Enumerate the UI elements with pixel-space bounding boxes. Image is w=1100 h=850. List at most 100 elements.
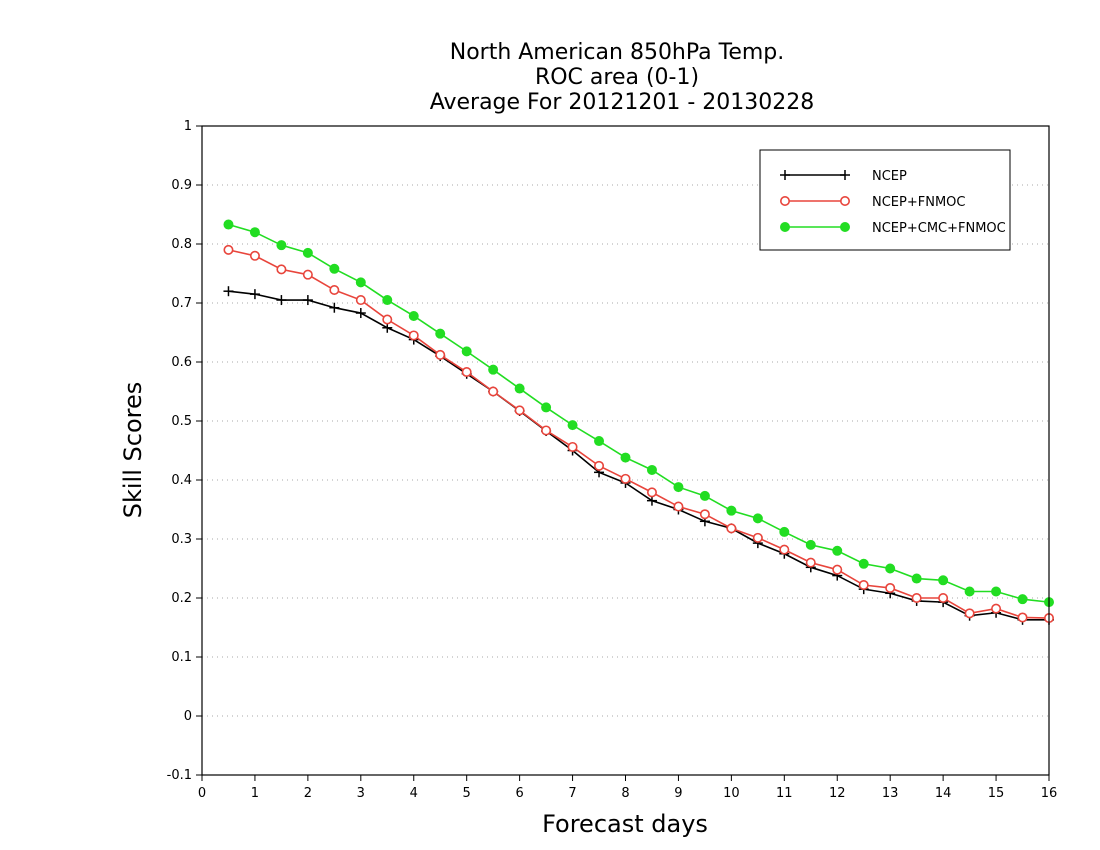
data-point-ncep-cmc-fnmoc xyxy=(964,586,975,597)
legend-box xyxy=(759,149,1011,251)
data-point-ncep-fnmoc xyxy=(699,509,710,520)
data-point-ncep-fnmoc xyxy=(541,425,552,436)
data-point-ncep-cmc-fnmoc xyxy=(223,219,234,230)
legend: NCEP NCEP+FNMOC NCEP+CMC+FNMOC xyxy=(759,149,1011,251)
data-point-ncep-fnmoc xyxy=(726,523,737,534)
data-point-ncep-cmc-fnmoc xyxy=(858,558,869,569)
y-axis-title: Skill Scores xyxy=(119,382,147,519)
data-point-ncep-cmc-fnmoc xyxy=(355,277,366,288)
data-point-ncep-fnmoc xyxy=(567,441,578,452)
data-point-ncep-fnmoc xyxy=(779,544,790,555)
data-point-ncep-cmc-fnmoc xyxy=(885,563,896,574)
y-tick-label: 0.2 xyxy=(171,591,192,606)
x-tick-label: 2 xyxy=(304,786,312,801)
data-point-ncep-fnmoc xyxy=(938,592,949,603)
series-lines xyxy=(223,219,1055,625)
data-point-ncep-cmc-fnmoc xyxy=(408,310,419,321)
data-point-ncep-fnmoc xyxy=(752,532,763,543)
data-point-ncep-fnmoc xyxy=(911,592,922,603)
data-point-ncep-fnmoc xyxy=(673,501,684,512)
data-point-ncep-cmc-fnmoc xyxy=(541,402,552,413)
data-point-ncep xyxy=(223,286,234,297)
data-point-ncep-fnmoc xyxy=(885,582,896,593)
x-tick-label: 6 xyxy=(515,786,523,801)
x-tick-label: 16 xyxy=(1041,786,1058,801)
data-point-ncep xyxy=(249,289,260,300)
data-point-ncep xyxy=(355,308,366,319)
y-tick-label: 0.4 xyxy=(171,473,192,488)
legend-items: NCEP NCEP+FNMOC NCEP+CMC+FNMOC xyxy=(779,169,1006,236)
data-point-ncep-cmc-fnmoc xyxy=(699,490,710,501)
series-line-ncep-fnmoc xyxy=(228,249,1050,619)
chart-title-line-1: North American 850hPa Temp. xyxy=(450,40,785,65)
data-point-ncep-fnmoc xyxy=(302,269,313,280)
data-point-ncep-cmc-fnmoc xyxy=(276,240,287,251)
chart-title-line-2: ROC area (0-1) xyxy=(535,65,699,90)
data-point-ncep-cmc-fnmoc xyxy=(594,436,605,447)
data-point-ncep-fnmoc xyxy=(223,244,234,255)
x-tick-label: 10 xyxy=(723,786,740,801)
data-point-ncep-cmc-fnmoc xyxy=(646,464,657,475)
y-tick-label: 0.8 xyxy=(171,237,192,252)
legend-item-ncep-cmc-fnmoc: NCEP+CMC+FNMOC xyxy=(780,221,1006,236)
series-line-ncep xyxy=(228,290,1049,621)
data-point-ncep-fnmoc xyxy=(991,603,1002,614)
data-point-ncep-fnmoc xyxy=(329,285,340,296)
data-point-ncep-fnmoc xyxy=(276,264,287,275)
chart-title: North American 850hPa Temp. ROC area (0-… xyxy=(430,40,815,115)
y-tick-label: 1 xyxy=(184,119,192,134)
plot-frame xyxy=(201,125,1050,776)
data-point-ncep-cmc-fnmoc xyxy=(249,227,260,238)
y-tick-label: 0 xyxy=(184,709,192,724)
y-tick-label: -0.1 xyxy=(167,768,192,783)
x-tick-label: 14 xyxy=(935,786,952,801)
x-tick-label: 3 xyxy=(357,786,365,801)
legend-marker xyxy=(840,222,850,232)
data-point-ncep-cmc-fnmoc xyxy=(938,575,949,586)
series-line-ncep-cmc-fnmoc xyxy=(228,223,1050,603)
data-point-ncep-cmc-fnmoc xyxy=(488,364,499,375)
data-point-ncep-fnmoc xyxy=(805,557,816,568)
x-tick-label: 7 xyxy=(568,786,576,801)
data-point-ncep-cmc-fnmoc xyxy=(779,526,790,537)
x-tick-label: 4 xyxy=(410,786,418,801)
series-ncep-fnmoc xyxy=(223,244,1055,624)
data-point-ncep-cmc-fnmoc xyxy=(435,328,446,339)
data-point-ncep-cmc-fnmoc xyxy=(752,513,763,524)
data-point-ncep-fnmoc xyxy=(964,608,975,619)
legend-marker xyxy=(839,196,850,207)
data-point-ncep-fnmoc xyxy=(832,564,843,575)
x-tick-label: 11 xyxy=(776,786,793,801)
data-point-ncep-cmc-fnmoc xyxy=(302,247,313,258)
legend-label: NCEP+FNMOC xyxy=(872,195,965,210)
data-point-ncep xyxy=(276,295,287,306)
y-tick-label: 0.5 xyxy=(171,414,192,429)
data-point-ncep-cmc-fnmoc xyxy=(382,295,393,306)
data-point-ncep-fnmoc xyxy=(435,349,446,360)
data-point-ncep-cmc-fnmoc xyxy=(1017,594,1028,605)
data-point-ncep-cmc-fnmoc xyxy=(911,573,922,584)
y-tick-label: 0.6 xyxy=(171,355,192,370)
data-point-ncep-fnmoc xyxy=(1017,612,1028,623)
x-tick-label: 0 xyxy=(198,786,206,801)
data-point-ncep-cmc-fnmoc xyxy=(991,586,1002,597)
y-tick-label: 0.1 xyxy=(171,650,192,665)
x-axis-title: Forecast days xyxy=(542,810,708,838)
data-point-ncep-fnmoc xyxy=(620,473,631,484)
y-tick-label: 0.7 xyxy=(171,296,192,311)
x-tick-label: 13 xyxy=(882,786,899,801)
gridlines xyxy=(202,184,1049,717)
axis-ticks: -0.100.10.20.30.40.50.60.70.80.910 1 2 3 4 5 6… xyxy=(167,119,1058,801)
data-point-ncep-fnmoc xyxy=(858,580,869,591)
legend-marker xyxy=(780,170,790,180)
x-tick-label: 9 xyxy=(674,786,682,801)
legend-marker xyxy=(779,196,790,207)
legend-marker xyxy=(780,222,790,232)
data-point-ncep-cmc-fnmoc xyxy=(329,263,340,274)
x-tick-label: 1 xyxy=(251,786,259,801)
data-point-ncep-fnmoc xyxy=(646,487,657,498)
data-point-ncep-cmc-fnmoc xyxy=(673,482,684,493)
data-point-ncep-cmc-fnmoc xyxy=(514,383,525,394)
data-point-ncep-fnmoc xyxy=(249,250,260,261)
